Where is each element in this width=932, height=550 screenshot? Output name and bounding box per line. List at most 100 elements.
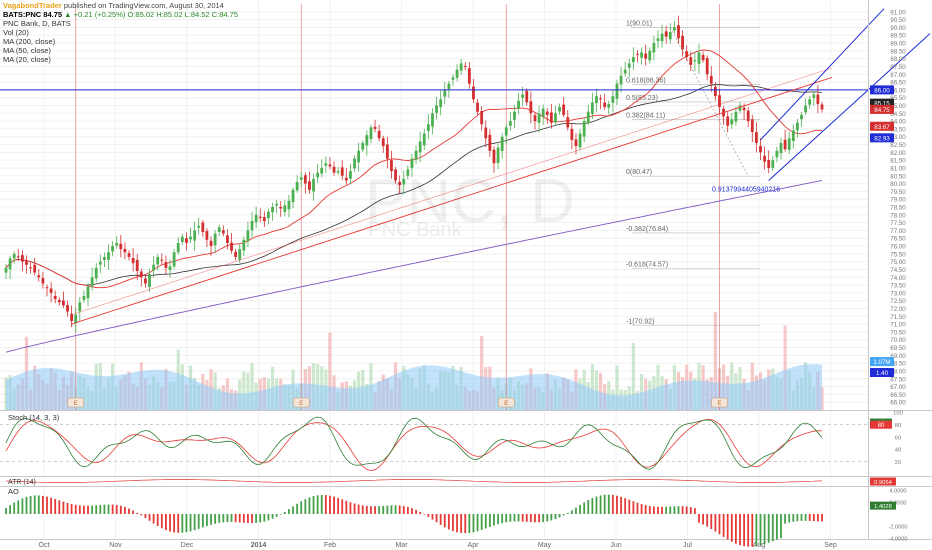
ao-pane[interactable]: 4.0000 2.0000 -2.0000 -4.0000 1.4028 (5, 489, 907, 547)
candle-body (435, 105, 438, 113)
ao-bar (201, 514, 204, 528)
ao-bar (341, 499, 344, 514)
candle-body (570, 128, 574, 140)
drawings[interactable] (0, 8, 931, 325)
ao-bar (460, 514, 463, 533)
ao-bar (480, 514, 483, 530)
study-2[interactable]: MA (200, close) (3, 37, 56, 46)
candle-body (37, 275, 41, 278)
candle-body (328, 164, 332, 167)
study-0[interactable]: PNC Bank, D, BATS (3, 19, 71, 28)
candle-body (480, 111, 484, 125)
candle-body (484, 127, 488, 139)
candle-body (750, 119, 754, 133)
atr-tag-label: 0.9054 (874, 480, 893, 486)
price-tick-label: 80.00 (890, 181, 906, 188)
candle-body (693, 60, 697, 62)
candle-body (349, 171, 352, 179)
candle-body (820, 104, 824, 110)
candle-body (238, 249, 242, 260)
ao-bar (419, 511, 422, 514)
ao-bar (304, 499, 307, 514)
earnings-badge-box (67, 397, 85, 408)
earnings-badge-box (292, 397, 310, 408)
ao-bar (345, 500, 348, 514)
candle-body (488, 134, 492, 151)
candle-body (451, 77, 455, 80)
fib-level-label: -0.618(74.57) (626, 261, 668, 268)
ao-bar (640, 504, 643, 514)
ao-bar (763, 514, 766, 545)
candle-body (94, 267, 98, 279)
candle-body (754, 132, 758, 143)
ao-bar (808, 514, 811, 521)
earnings-lines (75, 4, 720, 410)
time-axis[interactable]: Oct Nov Dec 2014 Feb Mar Apr May Jun Jul Aug Sep (39, 542, 837, 549)
ao-bar (173, 514, 176, 533)
stoch-tick-label: 60 (895, 435, 901, 441)
ao-bar (431, 514, 434, 520)
candle-body (246, 230, 250, 242)
candle-body (455, 69, 459, 78)
candle-body (701, 54, 705, 61)
candle-body (672, 27, 676, 31)
study-3[interactable]: MA (50, close) (3, 46, 51, 55)
candle-body (279, 206, 283, 209)
ao-bar (743, 514, 745, 547)
candle-body (685, 51, 689, 58)
ao-bar (222, 514, 225, 523)
candle-body (4, 267, 8, 273)
candle-body (443, 89, 447, 97)
ao-bar (33, 495, 36, 514)
price-tick-label: 84.50 (890, 111, 906, 118)
candle-body (521, 94, 525, 98)
study-1[interactable]: Vol (20) (3, 28, 29, 37)
ao-bar (411, 508, 413, 514)
ao-bar (78, 505, 81, 514)
price-tag: 83.67 (870, 121, 894, 131)
candle-body (193, 230, 197, 241)
candle-body (414, 150, 418, 160)
candle-body (168, 266, 172, 271)
study-4[interactable]: MA (20, close) (3, 55, 51, 64)
ao-bar (193, 514, 196, 531)
time-tick-label: Dec (181, 542, 194, 549)
candle-body (12, 253, 16, 259)
symbol[interactable]: BATS:PNC (3, 10, 42, 19)
price-tag-label: 1.40 (876, 370, 889, 377)
candle-body (615, 83, 619, 99)
ao-bar (320, 494, 323, 514)
ao-bar (550, 514, 553, 521)
atr-pane[interactable]: 0.9054 (5, 477, 896, 487)
ao-bar (415, 509, 417, 514)
stochastic-pane[interactable]: 100806040208280 (0, 411, 903, 472)
ao-bar (66, 502, 69, 514)
ao-bar (476, 514, 479, 532)
ao-bar (472, 514, 475, 533)
ao-bar (652, 506, 655, 514)
ao-bar (775, 514, 778, 540)
candle-body (558, 107, 561, 112)
candle-body (8, 258, 12, 270)
candle-body (586, 111, 590, 123)
price-tick-label: 76.00 (890, 244, 906, 251)
price-tag-label: 86.00 (874, 87, 890, 94)
ao-bar (603, 494, 606, 514)
candle-body (726, 116, 730, 126)
price-axis[interactable]: 91.0090.5090.0089.5089.0088.5088.0087.50… (870, 9, 906, 407)
candle-body (746, 110, 750, 122)
fib-level-label: -1(70.92) (626, 318, 654, 325)
fibonacci-extension: 1(90.01) 0.618(86.36) 0.5(85.23) 0.382(84.1… (626, 20, 780, 326)
ao-bar (378, 506, 381, 514)
candle-body (226, 235, 229, 243)
candle-body (406, 169, 410, 176)
author-link[interactable]: VagabondTrader (3, 1, 62, 10)
candle-body (394, 169, 397, 181)
ao-bar (197, 514, 200, 529)
ao-bar (29, 495, 32, 514)
price-tick-label: 91.00 (890, 9, 906, 16)
ao-bar (74, 504, 77, 514)
ao-bar (693, 508, 696, 514)
price-tick-label: 85.50 (890, 95, 906, 102)
